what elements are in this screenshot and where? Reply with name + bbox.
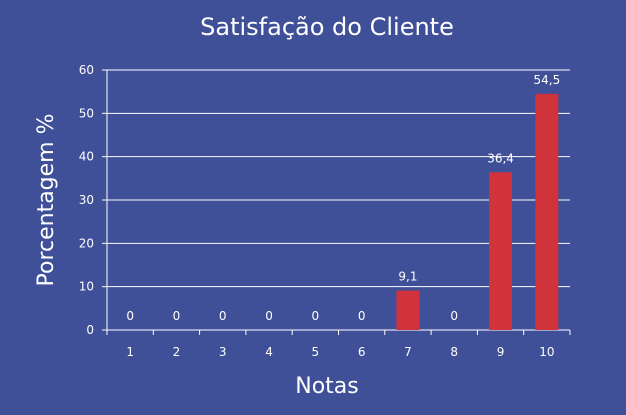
x-tick-label: 7 bbox=[404, 345, 412, 359]
y-axis-title: Porcentagem % bbox=[34, 113, 59, 286]
x-tick-label: 5 bbox=[312, 345, 320, 359]
x-tick-label: 9 bbox=[497, 345, 505, 359]
data-label: 0 bbox=[219, 309, 227, 323]
data-labels: 0 0 0 0 0 0 9,1 0 36,4 54,5 bbox=[126, 73, 560, 323]
y-tick-label: 60 bbox=[79, 63, 94, 77]
data-label: 0 bbox=[265, 309, 273, 323]
data-label: 0 bbox=[450, 309, 458, 323]
x-tick-label: 10 bbox=[539, 345, 554, 359]
y-tick-label: 20 bbox=[79, 236, 94, 250]
x-tick-label: 4 bbox=[265, 345, 273, 359]
bar bbox=[489, 172, 513, 330]
y-tick-label: 0 bbox=[86, 323, 94, 337]
x-tick-label: 1 bbox=[126, 345, 134, 359]
y-tick-label: 50 bbox=[79, 106, 94, 120]
data-label: 0 bbox=[312, 309, 320, 323]
x-tick-label: 3 bbox=[219, 345, 227, 359]
data-label: 36,4 bbox=[487, 151, 514, 165]
data-label: 0 bbox=[358, 309, 366, 323]
y-tick-label: 30 bbox=[79, 193, 94, 207]
data-label: 0 bbox=[126, 309, 134, 323]
x-tick-label: 2 bbox=[173, 345, 181, 359]
x-tick-label: 6 bbox=[358, 345, 366, 359]
bar bbox=[396, 290, 420, 330]
data-label: 9,1 bbox=[398, 270, 417, 284]
bars bbox=[396, 93, 559, 330]
tick-labels: 0 10 20 30 40 50 60 1 2 3 4 5 6 7 8 9 10 bbox=[79, 63, 555, 359]
grid-lines bbox=[102, 69, 571, 335]
chart-title: Satisfação do Cliente bbox=[200, 13, 454, 41]
bar bbox=[535, 93, 559, 330]
data-label: 0 bbox=[173, 309, 181, 323]
x-tick-label: 8 bbox=[450, 345, 458, 359]
data-label: 54,5 bbox=[533, 73, 560, 87]
y-tick-label: 10 bbox=[79, 280, 94, 294]
y-tick-label: 40 bbox=[79, 150, 94, 164]
x-axis-title: Notas bbox=[295, 374, 359, 399]
